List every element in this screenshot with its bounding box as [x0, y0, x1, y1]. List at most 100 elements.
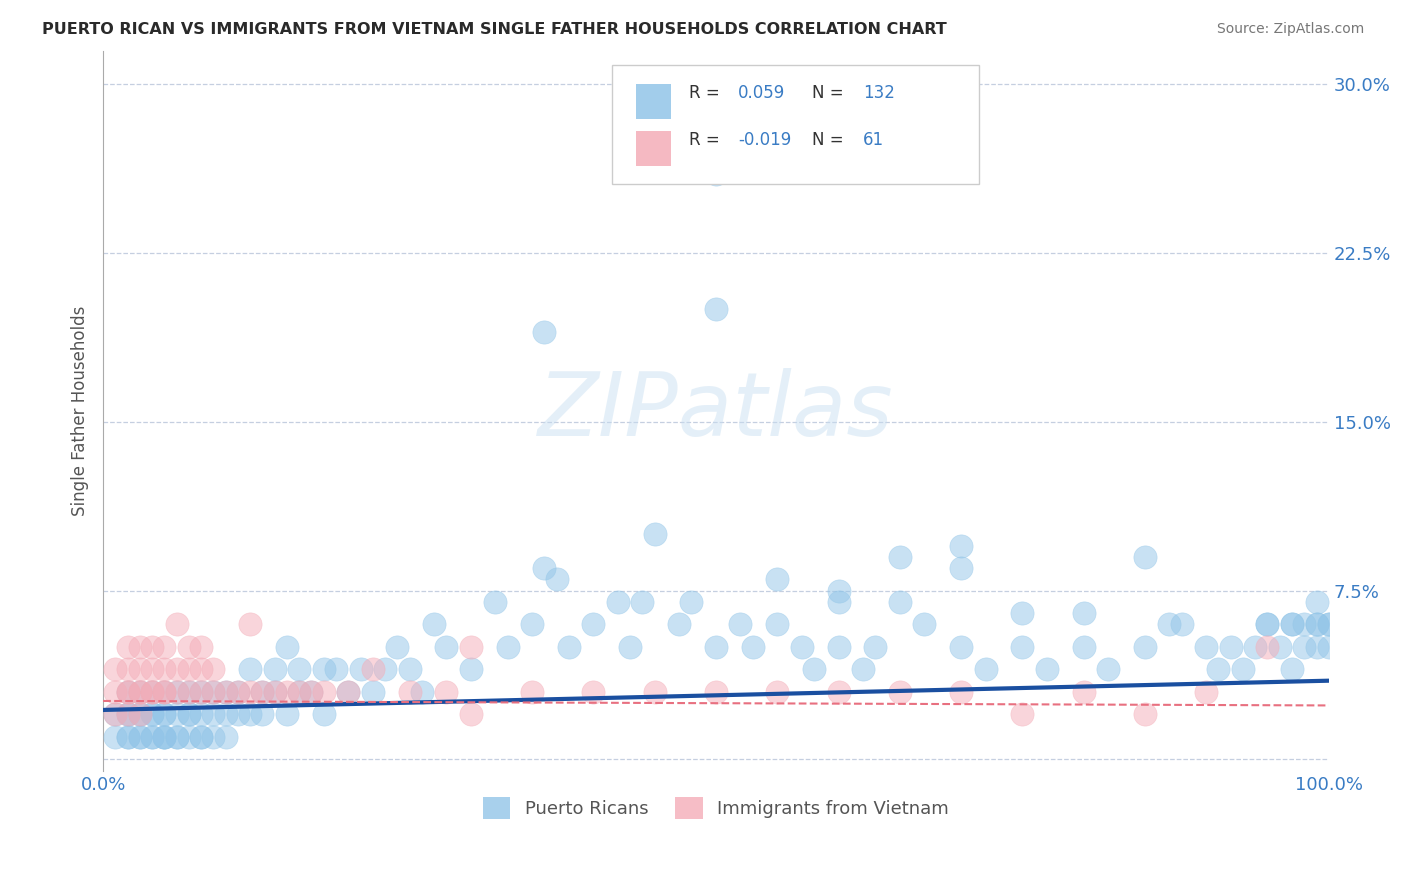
Point — [141, 685, 163, 699]
Text: -0.019: -0.019 — [738, 131, 792, 149]
Point — [1281, 662, 1303, 676]
Point — [104, 707, 127, 722]
Point — [104, 662, 127, 676]
Point — [141, 685, 163, 699]
Point — [1073, 640, 1095, 654]
Point — [582, 617, 605, 632]
Point — [361, 685, 384, 699]
Point — [202, 685, 225, 699]
Point — [1305, 595, 1327, 609]
Point — [374, 662, 396, 676]
Point — [730, 617, 752, 632]
Point — [141, 730, 163, 744]
Point — [950, 640, 973, 654]
Point — [889, 595, 911, 609]
FancyBboxPatch shape — [637, 84, 671, 119]
Point — [117, 662, 139, 676]
Point — [166, 685, 188, 699]
Point — [411, 685, 433, 699]
Point — [252, 685, 274, 699]
Point — [1195, 685, 1218, 699]
Point — [153, 730, 176, 744]
Point — [190, 662, 212, 676]
Point — [533, 325, 555, 339]
Point — [1317, 617, 1340, 632]
Point — [166, 662, 188, 676]
Point — [129, 640, 152, 654]
Point — [704, 168, 727, 182]
Point — [398, 662, 420, 676]
Point — [312, 662, 335, 676]
Point — [681, 595, 703, 609]
Point — [704, 302, 727, 317]
Point — [117, 640, 139, 654]
Point — [1305, 640, 1327, 654]
Point — [950, 539, 973, 553]
Point — [129, 707, 152, 722]
Point — [974, 662, 997, 676]
Point — [434, 640, 457, 654]
Point — [239, 662, 262, 676]
Point — [704, 640, 727, 654]
Point — [950, 685, 973, 699]
Point — [288, 685, 311, 699]
Point — [520, 685, 543, 699]
Point — [619, 640, 641, 654]
Point — [117, 707, 139, 722]
Point — [1073, 685, 1095, 699]
Point — [484, 595, 506, 609]
Point — [141, 685, 163, 699]
Point — [1281, 617, 1303, 632]
Point — [1268, 640, 1291, 654]
Point — [582, 685, 605, 699]
Point — [177, 640, 200, 654]
Point — [226, 685, 249, 699]
Point — [104, 707, 127, 722]
Point — [104, 730, 127, 744]
Point — [1305, 617, 1327, 632]
Text: 132: 132 — [863, 84, 894, 103]
Point — [387, 640, 409, 654]
Point — [141, 662, 163, 676]
Point — [1011, 707, 1033, 722]
Point — [166, 730, 188, 744]
Point — [129, 707, 152, 722]
Text: N =: N = — [811, 84, 848, 103]
Point — [1256, 640, 1278, 654]
Point — [153, 662, 176, 676]
Point — [1208, 662, 1230, 676]
Point — [606, 595, 628, 609]
Point — [129, 730, 152, 744]
Point — [104, 685, 127, 699]
Point — [215, 730, 238, 744]
Point — [190, 640, 212, 654]
Point — [312, 707, 335, 722]
Point — [177, 685, 200, 699]
Point — [1011, 640, 1033, 654]
Point — [766, 617, 789, 632]
Point — [1294, 640, 1316, 654]
Point — [1317, 640, 1340, 654]
Point — [215, 685, 238, 699]
Point — [239, 617, 262, 632]
Point — [117, 685, 139, 699]
Point — [141, 707, 163, 722]
Point — [803, 662, 825, 676]
Point — [129, 685, 152, 699]
Point — [337, 685, 360, 699]
Text: 61: 61 — [863, 131, 884, 149]
Point — [153, 707, 176, 722]
Point — [153, 640, 176, 654]
Point — [1159, 617, 1181, 632]
Point — [889, 685, 911, 699]
Point — [190, 685, 212, 699]
Point — [361, 662, 384, 676]
Point — [1219, 640, 1241, 654]
Point — [141, 640, 163, 654]
Point — [423, 617, 446, 632]
FancyBboxPatch shape — [612, 65, 980, 184]
Point — [852, 662, 875, 676]
Text: N =: N = — [811, 131, 848, 149]
Point — [166, 617, 188, 632]
Point — [1317, 617, 1340, 632]
